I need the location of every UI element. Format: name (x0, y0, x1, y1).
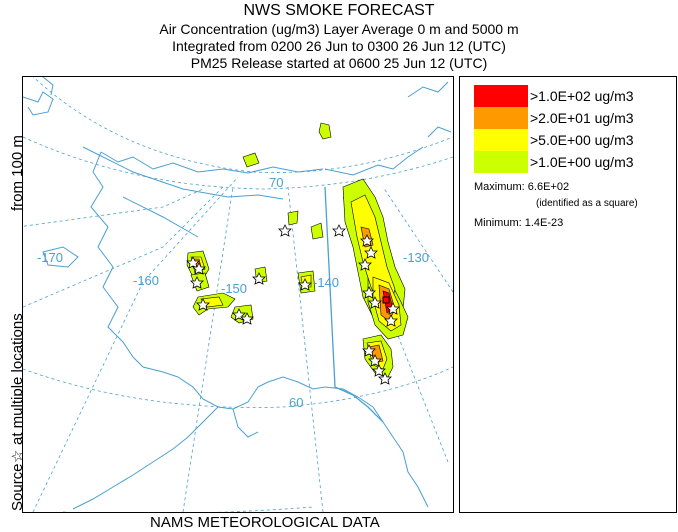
lon-label-160: -160 (133, 273, 159, 288)
lon-line-160 (32, 176, 239, 512)
graticule (23, 77, 453, 512)
legend-item: >1.0E+02 ug/m3 (474, 85, 674, 107)
graticule-labels: -170 -160 -150 -140 -130 70 60 (37, 175, 429, 410)
source-star-icon (196, 298, 210, 311)
west-coast (90, 151, 179, 378)
legend-swatch-yellow (474, 129, 528, 151)
minimum-value: Minimum: 1.4E-23 (474, 217, 564, 229)
lon-line-140 (287, 186, 324, 512)
legend-swatch-red (474, 85, 528, 107)
source-star-icon (378, 372, 392, 385)
source-star-icon (240, 312, 254, 325)
lon-label-170: -170 (37, 250, 63, 265)
lat-label-70: 70 (269, 175, 283, 190)
legend-item: >5.0E+00 ug/m3 (474, 129, 674, 151)
source-star-icon (360, 234, 374, 247)
lat-line-55 (63, 506, 314, 512)
kuskokwim-river (122, 196, 199, 238)
plume-north-2 (242, 152, 260, 168)
coastline (23, 77, 452, 510)
legend-panel: >1.0E+02 ug/m3 >2.0E+01 ug/m3 >5.0E+00 u… (459, 76, 677, 513)
source-star-icon (368, 354, 382, 367)
plume-north (318, 122, 332, 140)
border-line (324, 186, 384, 423)
source-star-icon (368, 296, 382, 309)
maximum-square (382, 296, 390, 304)
legend-label: >1.0E+00 ug/m3 (530, 154, 634, 170)
arctic-island (407, 81, 449, 98)
map-panel: -170 -160 -150 -140 -130 70 60 (22, 76, 454, 513)
lat-line-70 (23, 136, 453, 190)
forecast-title: NWS SMOKE FORECAST (243, 2, 435, 19)
yukon-river (82, 146, 284, 200)
source-star-icon (386, 302, 400, 315)
integration-period: Integrated from 0200 26 Jun to 0300 26 J… (172, 38, 506, 54)
lat-label-60: 60 (289, 395, 303, 410)
lon-line-170 (23, 188, 204, 227)
source-star-icon (190, 276, 204, 289)
st-lawrence-island (42, 246, 79, 268)
lon-label-140: -140 (313, 275, 339, 290)
banks-island (427, 126, 452, 138)
kodiak-island (232, 408, 259, 438)
lon-label-130: -130 (403, 250, 429, 265)
source-star-icon (278, 224, 292, 237)
panhandle-coast (324, 386, 429, 508)
yukon-coast (324, 146, 424, 176)
russia-coast (42, 77, 54, 96)
lon-line-165 (23, 186, 224, 308)
legend-label: >5.0E+00 ug/m3 (530, 132, 634, 148)
north-coast (100, 151, 324, 174)
plume-small-1 (287, 210, 299, 226)
legend-label: >1.0E+02 ug/m3 (530, 88, 634, 104)
source-star-icon (186, 256, 200, 269)
source-star-icon (362, 344, 376, 357)
source-star-icon (332, 224, 346, 237)
source-star-icon (358, 258, 372, 271)
source-star-icon (298, 278, 312, 291)
data-source-footer: NAMS METEOROLOGICAL DATA (150, 514, 380, 531)
source-star-icon (372, 364, 386, 377)
maximum-value: Maximum: 6.6E+02 (474, 181, 570, 193)
plume-small-2 (310, 222, 324, 240)
maximum-note: (identified as a square) (536, 198, 638, 209)
layer-subtitle: Air Concentration (ug/m3) Layer Average … (159, 21, 519, 37)
legend-swatch-orange (474, 107, 528, 129)
lon-label-150: -150 (221, 281, 247, 296)
lat-line-75 (32, 77, 453, 173)
release-start: PM25 Release started at 0600 25 Jun 12 (… (190, 55, 488, 71)
legend-label: >2.0E+01 ug/m3 (530, 110, 634, 126)
chukotka-coast (23, 91, 54, 116)
south-coast (177, 376, 326, 410)
source-star-icon (192, 262, 206, 275)
aleutian-chain (72, 406, 219, 510)
legend-item: >1.0E+00 ug/m3 (474, 151, 674, 173)
source-star-icon (362, 286, 376, 299)
lat-line-60 (23, 366, 453, 408)
legend-item: >2.0E+01 ug/m3 (474, 107, 674, 129)
alaska-map: -170 -160 -150 -140 -130 70 60 (23, 77, 453, 512)
source-star-icon (384, 314, 398, 327)
legend-swatch-green (474, 151, 528, 173)
lon-line-150 (182, 186, 234, 512)
source-star-icon (252, 272, 266, 285)
source-markers (186, 224, 400, 385)
source-star-icon (364, 246, 378, 259)
